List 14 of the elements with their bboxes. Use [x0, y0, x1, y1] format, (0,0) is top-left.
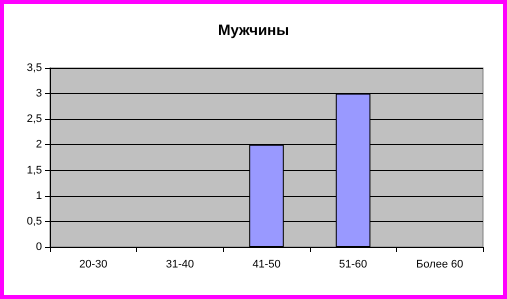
y-tick-label: 0 [36, 241, 42, 253]
y-tick-label: 3,5 [26, 62, 42, 74]
chart-title: Мужчины [218, 22, 290, 39]
x-tick-label: Более 60 [416, 258, 464, 270]
x-tick-label: 31-40 [166, 258, 194, 270]
y-tick-label: 1 [36, 190, 42, 202]
y-tick-label: 3 [36, 88, 42, 100]
y-tick-label: 2 [36, 138, 42, 151]
y-tick-label: 2,5 [26, 113, 42, 126]
y-tick-label: 1,5 [26, 164, 42, 176]
x-tick-label: 20-30 [79, 258, 108, 270]
x-tick-label: 51-60 [339, 258, 368, 270]
y-tick-label: 0,5 [26, 215, 42, 228]
x-tick-label: 41-50 [252, 258, 281, 270]
